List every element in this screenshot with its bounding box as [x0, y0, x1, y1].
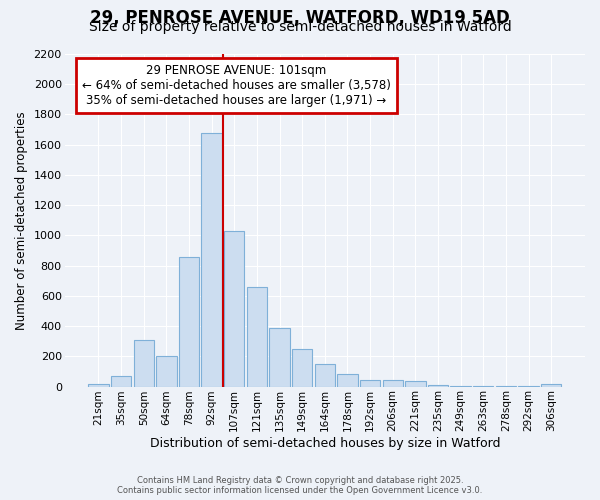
Bar	[111, 376, 131, 386]
Bar	[88, 384, 109, 386]
Bar	[134, 340, 154, 386]
Bar	[224, 231, 244, 386]
X-axis label: Distribution of semi-detached houses by size in Watford: Distribution of semi-detached houses by …	[149, 437, 500, 450]
Text: 29 PENROSE AVENUE: 101sqm
← 64% of semi-detached houses are smaller (3,578)
35% : 29 PENROSE AVENUE: 101sqm ← 64% of semi-…	[82, 64, 391, 107]
Bar	[247, 287, 267, 386]
Bar	[383, 380, 403, 386]
Bar	[428, 385, 448, 386]
Bar	[314, 364, 335, 386]
Bar	[292, 349, 313, 387]
Bar	[269, 328, 290, 386]
Text: Contains HM Land Registry data © Crown copyright and database right 2025.
Contai: Contains HM Land Registry data © Crown c…	[118, 476, 482, 495]
Y-axis label: Number of semi-detached properties: Number of semi-detached properties	[15, 111, 28, 330]
Bar	[337, 374, 358, 386]
Bar	[541, 384, 562, 386]
Text: 29, PENROSE AVENUE, WATFORD, WD19 5AD: 29, PENROSE AVENUE, WATFORD, WD19 5AD	[90, 9, 510, 27]
Bar	[156, 356, 176, 386]
Bar	[405, 382, 425, 386]
Bar	[179, 256, 199, 386]
Bar	[360, 380, 380, 386]
Text: Size of property relative to semi-detached houses in Watford: Size of property relative to semi-detach…	[89, 20, 511, 34]
Bar	[202, 132, 222, 386]
